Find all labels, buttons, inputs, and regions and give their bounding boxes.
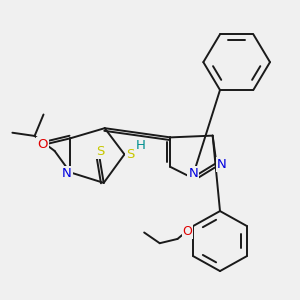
Text: N: N	[188, 167, 198, 180]
Text: N: N	[62, 167, 72, 180]
Text: S: S	[96, 145, 105, 158]
Text: O: O	[183, 225, 192, 238]
Text: O: O	[37, 138, 48, 151]
Text: H: H	[136, 139, 146, 152]
Text: S: S	[126, 148, 134, 161]
Text: N: N	[217, 158, 227, 171]
